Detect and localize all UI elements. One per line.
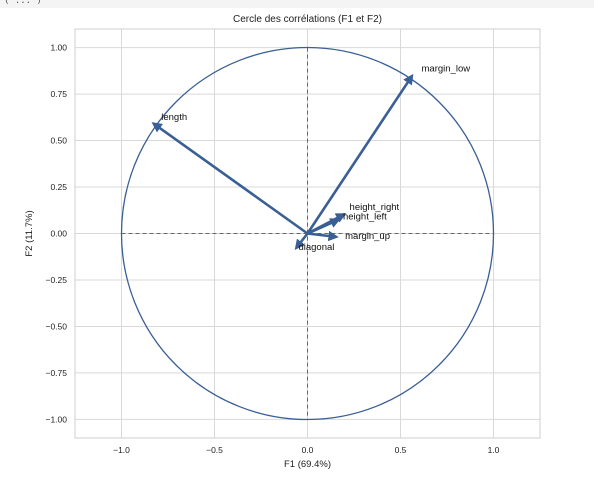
x-tick-label: 0.0	[302, 445, 314, 455]
y-tick-label: 0.25	[50, 182, 67, 192]
x-tick-label: 1.0	[488, 445, 500, 455]
chart-title: Cercle des corrélations (F1 et F2)	[233, 14, 382, 25]
y-tick-label: 0.50	[50, 136, 67, 146]
unit-circle	[120, 46, 495, 421]
y-tick-label: −0.75	[45, 368, 67, 378]
top-strip-text: ( ... )	[4, 0, 42, 6]
arrow-length	[151, 122, 309, 235]
variable-labels: length margin_low height_rightheight_leftm…	[161, 64, 470, 254]
variable-arrows	[151, 73, 414, 250]
x-tick-label: 0.5	[395, 445, 407, 455]
arrow-margin-up	[307, 230, 339, 242]
label-height-left: height_left	[343, 212, 387, 223]
arrow-height-left	[306, 218, 341, 235]
label-margin-up: margin_up	[345, 231, 390, 242]
label-length: length	[161, 112, 187, 123]
y-tick-label: 0.00	[50, 229, 67, 239]
y-tick-label: 1.00	[50, 43, 67, 53]
plot-frame	[74, 28, 541, 439]
label-diagonal: diagonal	[298, 242, 334, 253]
x-tick-label: −0.5	[206, 445, 223, 455]
tick-labels: −1.0 −0.5 0.0 0.5 1.0 1.00 0.75 0.50 0.25 0.00 −0.…	[45, 43, 499, 455]
arrow-diagonal	[294, 232, 309, 250]
label-margin-low: margin_low	[422, 64, 471, 75]
arrow-margin-low	[306, 73, 414, 235]
y-tick-label: −1.00	[45, 414, 67, 424]
x-tick-label: −1.0	[113, 445, 130, 455]
y-tick-label: −0.50	[45, 321, 67, 331]
y-axis-title: F2 (11.7%)	[24, 210, 35, 256]
x-axis-title: F1 (69.4%)	[284, 459, 331, 470]
label-height-right: height_right	[350, 202, 400, 213]
top-strip: ( ... )	[0, 0, 594, 8]
y-tick-label: −0.25	[45, 275, 67, 285]
y-tick-label: 0.75	[50, 89, 67, 99]
